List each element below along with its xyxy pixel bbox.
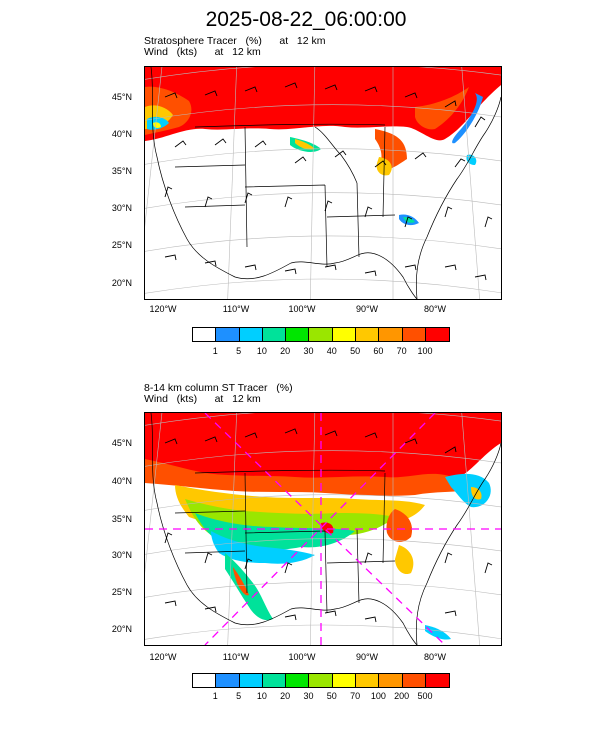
panel1-lon-label: 100°W — [288, 304, 316, 314]
colorbar-tick-label: 10 — [256, 691, 267, 701]
colorbar-swatch — [425, 328, 450, 341]
colorbar-swatch — [356, 674, 380, 687]
colorbar-swatch — [332, 674, 357, 687]
colorbar-tick-label: 1 — [212, 346, 218, 356]
panel1-label-line2: Wind (kts) at 12 km — [144, 46, 261, 58]
colorbar-tick-label: 10 — [256, 346, 267, 356]
colorbar-swatch — [309, 328, 333, 341]
panel1-label-line1: Stratosphere Tracer (%) at 12 km — [144, 35, 326, 47]
panel2-lon-label: 110°W — [222, 652, 250, 662]
panel2-boundaries — [150, 413, 501, 645]
panel1-lat-label: 45°N — [111, 92, 132, 102]
colorbar-swatch — [239, 328, 263, 341]
panel1-lon-label: 80°W — [423, 304, 447, 314]
colorbar-tick-label: 500 — [417, 691, 433, 701]
panel2-lat-label: 30°N — [111, 550, 132, 560]
colorbar-swatch — [379, 328, 403, 341]
colorbar-tick-label: 50 — [350, 346, 361, 356]
panel2-lon-label: 120°W — [149, 652, 177, 662]
colorbar-tick-label: 20 — [280, 346, 291, 356]
colorbar-swatch — [356, 328, 380, 341]
panel2-lon-label: 90°W — [355, 652, 379, 662]
colorbar-swatch — [216, 674, 240, 687]
colorbar-swatch — [193, 674, 217, 687]
panel1-lat-label: 40°N — [111, 129, 132, 139]
colorbar-tick-label: 30 — [303, 691, 314, 701]
colorbar-tick-label: 5 — [236, 346, 242, 356]
colorbar-tick-label: 60 — [373, 346, 384, 356]
colorbar-swatch — [193, 328, 217, 341]
panel1-lon-label: 110°W — [222, 304, 250, 314]
panel2-map-svg — [145, 413, 501, 645]
colorbar-swatch — [309, 674, 333, 687]
colorbar-swatch — [262, 328, 287, 341]
panel1-lon-label: 90°W — [355, 304, 379, 314]
panel1-tracer-high — [145, 67, 501, 141]
colorbar-tick-label: 100 — [417, 346, 433, 356]
colorbar-swatch — [262, 674, 287, 687]
colorbar-tick-label: 50 — [326, 691, 337, 701]
colorbar-swatch — [402, 328, 426, 341]
panel2-label-line2: Wind (kts) at 12 km — [144, 393, 261, 405]
panel1-wind-barbs — [164, 82, 493, 281]
figure-title: 2025-08-22_06:00:00 — [205, 8, 407, 31]
panel1-map-svg — [145, 67, 501, 299]
panel2-wind-barbs — [164, 428, 493, 623]
colorbar-tick-label: 40 — [326, 346, 337, 356]
colorbar-tick-label: 70 — [350, 691, 361, 701]
colorbar-tick-label: 5 — [236, 691, 242, 701]
panel1-lat-label: 25°N — [111, 240, 132, 250]
colorbar-swatch — [216, 328, 240, 341]
panel2-lat-label: 45°N — [111, 438, 132, 448]
panel2-lon-label: 100°W — [288, 652, 316, 662]
colorbar-swatch — [286, 328, 310, 341]
colorbar-tick-label: 70 — [396, 346, 407, 356]
panel2-lon-label: 80°W — [423, 652, 447, 662]
panel1-lon-label: 120°W — [149, 304, 177, 314]
colorbar-tick-label: 20 — [280, 691, 291, 701]
colorbar-swatch — [379, 674, 403, 687]
panel2-cross-section-lines — [145, 413, 501, 645]
panel1-lat-label: 30°N — [111, 203, 132, 213]
panel2-tracer-high — [145, 413, 501, 488]
panel2-lat-label: 25°N — [111, 587, 132, 597]
panel2-lat-label: 40°N — [111, 476, 132, 486]
panel1-boundaries — [150, 67, 501, 299]
panel2-graticule — [145, 413, 501, 645]
colorbar-tick-label: 100 — [370, 691, 386, 701]
panel2-map — [144, 412, 502, 646]
panel2-lat-label: 35°N — [111, 514, 132, 524]
colorbar-swatch — [425, 674, 450, 687]
panel1-colorbar — [192, 327, 451, 342]
panel1-map — [144, 66, 502, 300]
panel2-label-line1: 8-14 km column ST Tracer (%) — [144, 382, 293, 394]
colorbar-tick-label: 30 — [303, 346, 314, 356]
panel2-colorbar — [192, 673, 451, 688]
panel2-lat-label: 20°N — [111, 624, 132, 634]
colorbar-tick-label: 1 — [212, 691, 218, 701]
panel1-lat-label: 20°N — [111, 278, 132, 288]
colorbar-swatch — [332, 328, 357, 341]
colorbar-tick-label: 200 — [394, 691, 410, 701]
colorbar-swatch — [402, 674, 426, 687]
colorbar-swatch — [286, 674, 310, 687]
colorbar-swatch — [239, 674, 263, 687]
panel1-lat-label: 35°N — [111, 166, 132, 176]
